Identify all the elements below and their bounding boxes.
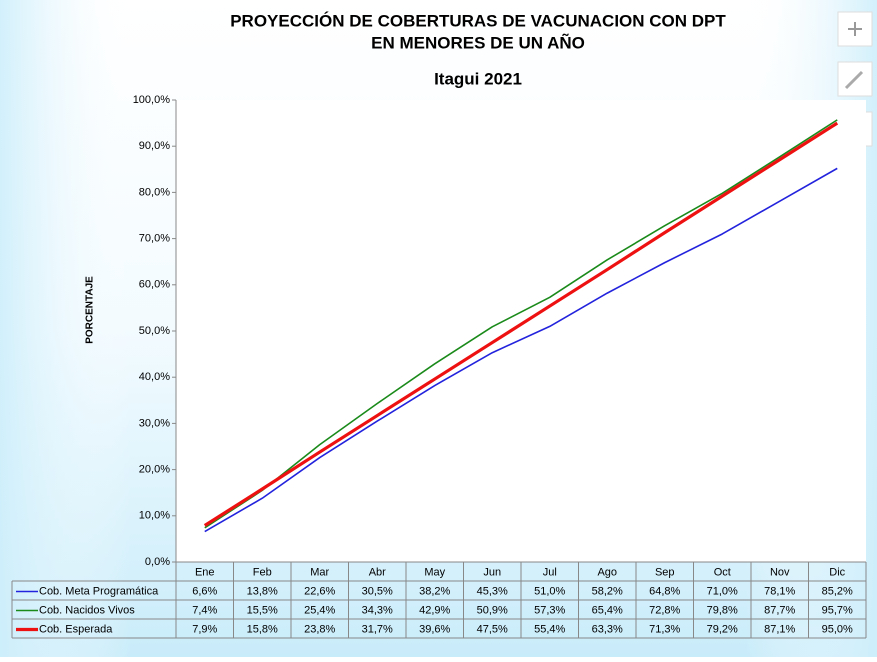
data-label: 7,4%: [192, 604, 217, 616]
x-tick-label: Feb: [253, 566, 272, 578]
data-label: 6,6%: [192, 585, 217, 597]
data-label: 58,2%: [592, 585, 623, 597]
data-label: 7,9%: [192, 623, 217, 635]
x-tick-label: Oct: [714, 566, 731, 578]
data-label: 63,3%: [592, 623, 623, 635]
legend-label: Cob. Meta Programática: [39, 585, 159, 597]
y-tick-label: 60,0%: [139, 279, 170, 291]
data-label: 78,1%: [764, 585, 795, 597]
data-label: 30,5%: [362, 585, 393, 597]
x-tick-label: Dic: [829, 566, 845, 578]
x-tick-label: Sep: [655, 566, 675, 578]
data-label: 87,1%: [764, 623, 795, 635]
x-tick-label: Ago: [597, 566, 617, 578]
y-tick-label: 80,0%: [139, 186, 170, 198]
chart-title: EN MENORES DE UN AÑO: [371, 32, 585, 52]
data-label: 34,3%: [362, 604, 393, 616]
data-label: 72,8%: [649, 604, 680, 616]
data-label: 22,6%: [304, 585, 335, 597]
y-tick-label: 90,0%: [139, 140, 170, 152]
x-tick-label: Jul: [543, 566, 557, 578]
data-label: 47,5%: [477, 623, 508, 635]
data-label: 71,0%: [707, 585, 738, 597]
chart-subtitle: Itagui 2021: [434, 69, 522, 88]
data-label: 79,2%: [707, 623, 738, 635]
data-label: 51,0%: [534, 585, 565, 597]
y-tick-label: 100,0%: [133, 94, 171, 106]
y-axis-label: PORCENTAJE: [85, 276, 96, 344]
legend-label: Cob. Esperada: [39, 623, 113, 635]
data-label: 31,7%: [362, 623, 393, 635]
data-label: 87,7%: [764, 604, 795, 616]
data-label: 57,3%: [534, 604, 565, 616]
data-label: 65,4%: [592, 604, 623, 616]
data-label: 25,4%: [304, 604, 335, 616]
x-tick-label: Ene: [195, 566, 215, 578]
data-label: 55,4%: [534, 623, 565, 635]
x-tick-label: Mar: [310, 566, 329, 578]
add-button[interactable]: [837, 11, 873, 47]
y-tick-label: 50,0%: [139, 325, 170, 337]
x-tick-label: Abr: [369, 566, 386, 578]
y-tick-label: 10,0%: [139, 510, 170, 522]
y-tick-label: 30,0%: [139, 417, 170, 429]
data-label: 42,9%: [419, 604, 450, 616]
data-label: 79,8%: [707, 604, 738, 616]
chart-title: PROYECCIÓN DE COBERTURAS DE VACUNACION C…: [230, 11, 726, 30]
series-line: [204, 119, 838, 529]
y-tick-label: 0,0%: [145, 556, 170, 568]
series-line: [203, 121, 839, 527]
plus-icon: [848, 22, 862, 36]
y-tick-label: 40,0%: [139, 371, 170, 383]
brush-icon: [844, 70, 864, 90]
data-label: 95,0%: [822, 623, 853, 635]
series-line: [204, 167, 838, 533]
data-label: 64,8%: [649, 585, 680, 597]
y-tick-label: 70,0%: [139, 233, 170, 245]
data-label: 23,8%: [304, 623, 335, 635]
data-label: 38,2%: [419, 585, 450, 597]
legend-label: Cob. Nacidos Vivos: [39, 604, 135, 616]
data-label: 85,2%: [822, 585, 853, 597]
y-tick-label: 20,0%: [139, 464, 170, 476]
data-label: 39,6%: [419, 623, 450, 635]
data-label: 15,8%: [247, 623, 278, 635]
data-label: 95,7%: [822, 604, 853, 616]
data-label: 13,8%: [247, 585, 278, 597]
data-label: 71,3%: [649, 623, 680, 635]
x-tick-label: Nov: [770, 566, 790, 578]
data-label: 45,3%: [477, 585, 508, 597]
data-label: 15,5%: [247, 604, 278, 616]
x-tick-label: Jun: [483, 566, 501, 578]
x-tick-label: May: [424, 566, 445, 578]
data-label: 50,9%: [477, 604, 508, 616]
